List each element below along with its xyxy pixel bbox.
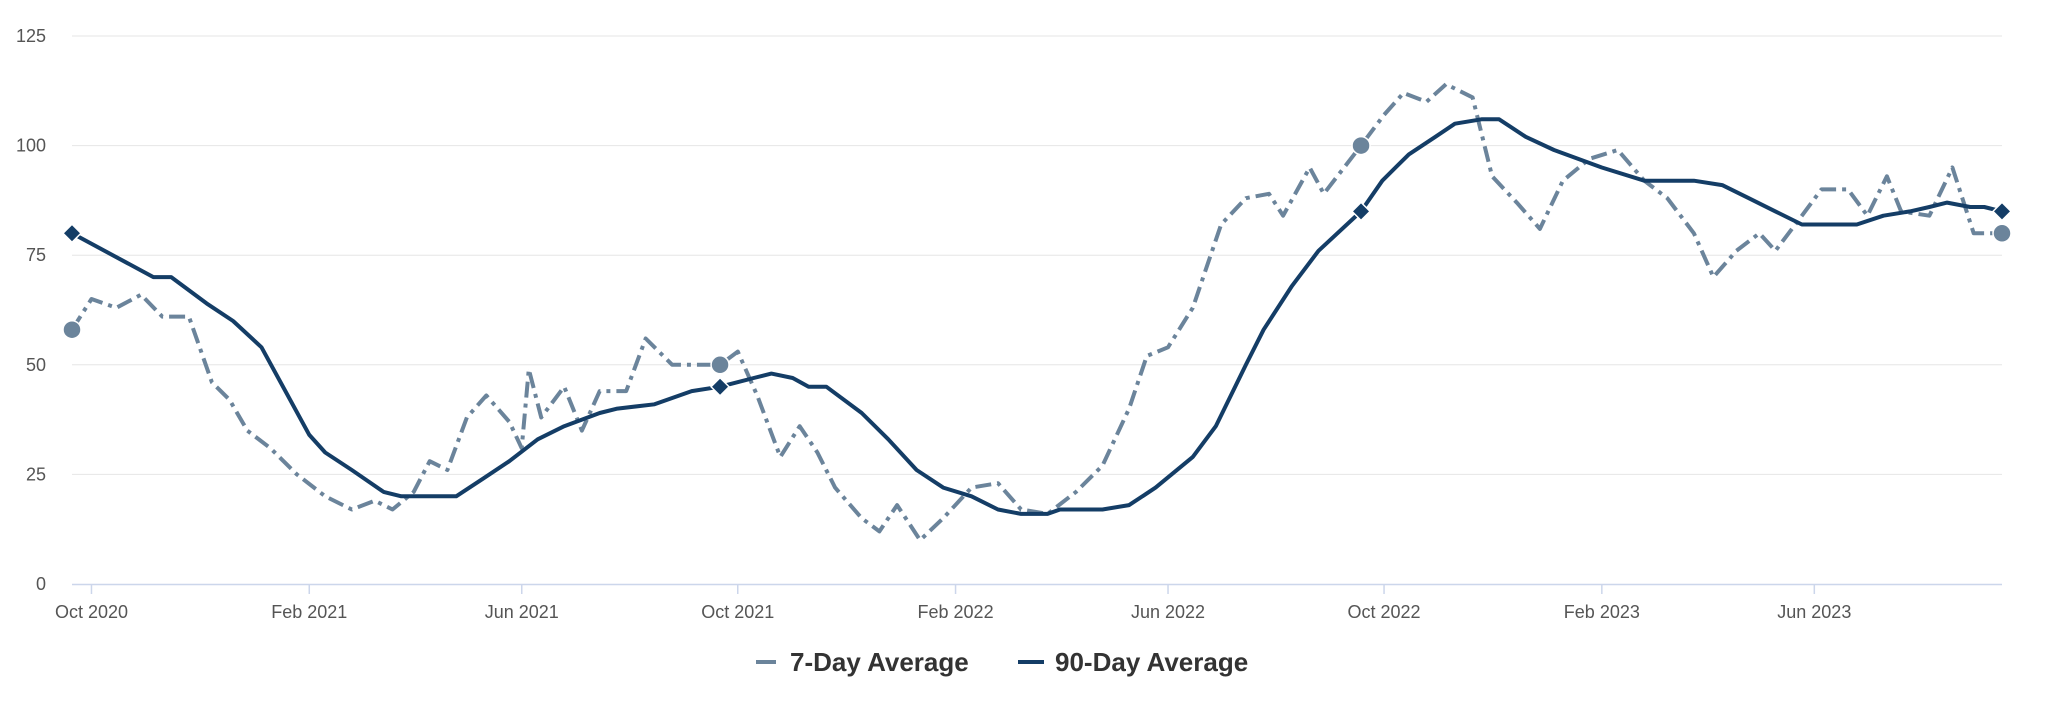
marker-7-day-average <box>1351 135 1371 156</box>
marker-90-day-average <box>1350 201 1372 222</box>
x-tick-label: Oct 2020 <box>55 602 128 622</box>
axes: 0 25 50 75 100 125 Oct 2020 Feb 2021 Jun 2021 Oct… <box>16 26 2002 622</box>
x-tick-label: Oct 2022 <box>1348 602 1421 622</box>
marker-90-day-average <box>61 223 83 244</box>
series-markers <box>61 135 2013 397</box>
x-tick-label: Feb 2022 <box>918 602 994 622</box>
marker-7-day-average <box>710 355 730 375</box>
series-line-90-day-average <box>71 117 2003 516</box>
y-tick-label: 25 <box>26 464 46 484</box>
marker-90-day-average <box>1991 201 2013 222</box>
x-tick-label: Jun 2023 <box>1777 602 1851 622</box>
legend-label-7-day: 7-Day Average <box>790 647 969 677</box>
y-tick-label: 0 <box>36 574 46 594</box>
series-lines <box>70 82 2003 543</box>
marker-7-day-average <box>62 319 82 340</box>
x-tick-label: Jun 2022 <box>1131 602 1205 622</box>
y-tick-label: 125 <box>16 26 46 46</box>
marker-7-day-average <box>1992 223 2012 244</box>
x-tick-label: Feb 2023 <box>1564 602 1640 622</box>
marker-90-day-average <box>709 376 731 397</box>
legend-item-7-day[interactable]: 7-Day Average <box>756 647 969 677</box>
gridlines <box>72 35 2002 475</box>
y-tick-label: 75 <box>26 245 46 265</box>
y-tick-label: 50 <box>26 355 46 375</box>
legend: 7-Day Average 90-Day Average <box>756 647 1248 677</box>
legend-item-90-day[interactable]: 90-Day Average <box>1018 647 1248 677</box>
legend-label-90-day: 90-Day Average <box>1055 647 1248 677</box>
y-tick-label: 100 <box>16 136 46 156</box>
x-tick-label: Feb 2021 <box>271 602 347 622</box>
series-line-7-day-average <box>70 82 2002 543</box>
x-tick-label: Oct 2021 <box>701 602 774 622</box>
x-tick-label: Jun 2021 <box>485 602 559 622</box>
